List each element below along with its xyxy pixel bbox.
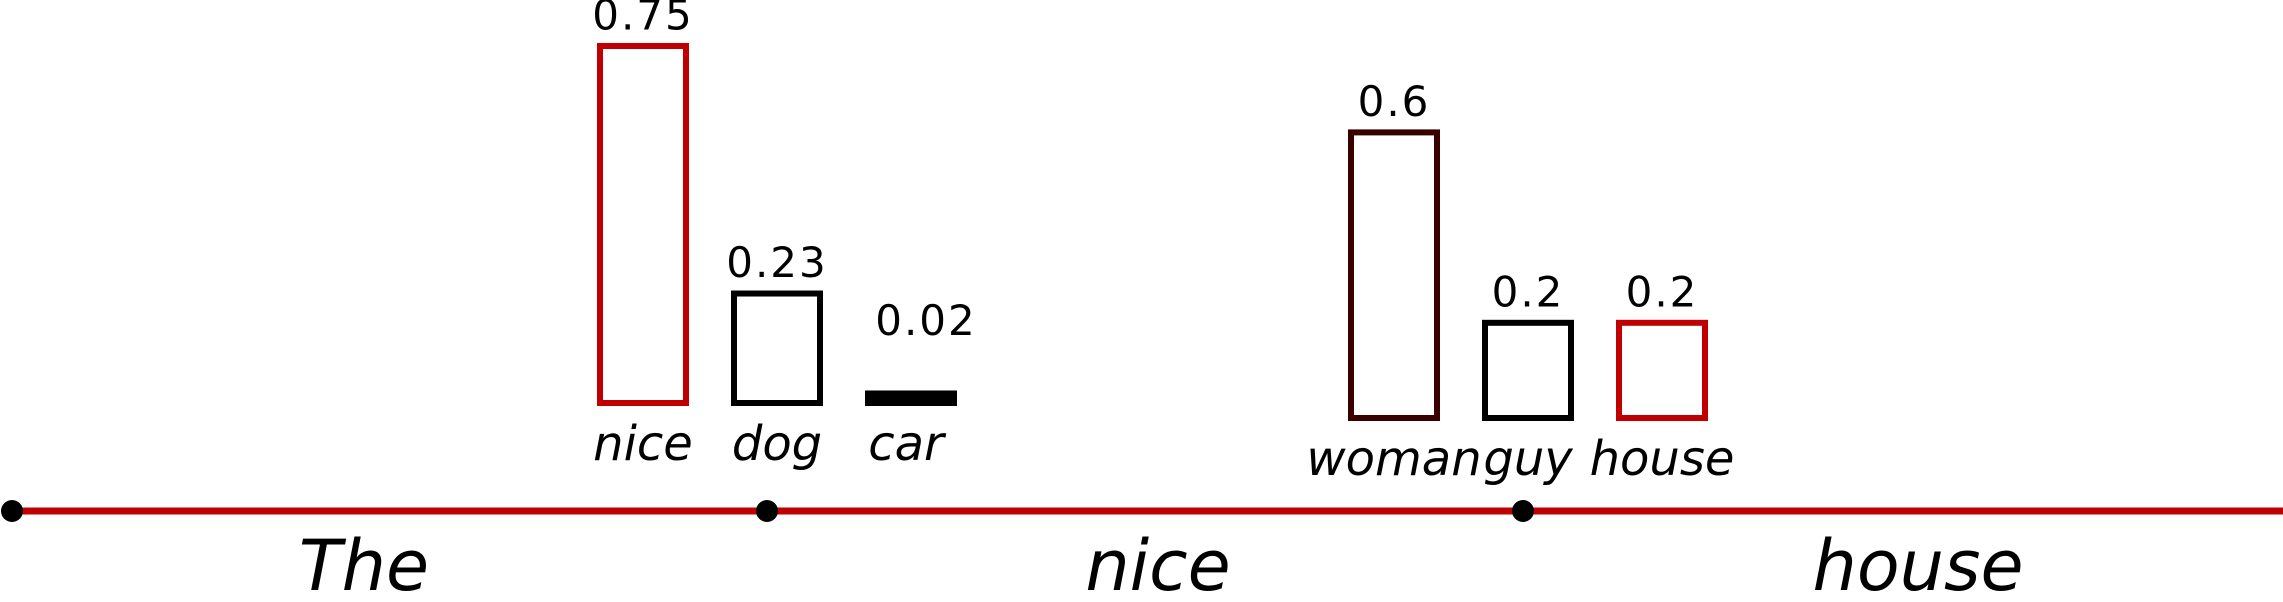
probability-label: 0.2 — [1626, 267, 1699, 316]
probability-bar — [1482, 319, 1574, 421]
timeline-dot — [756, 500, 778, 522]
timeline-dot — [1, 500, 23, 522]
candidate-word: dog — [732, 416, 822, 472]
probability-label: 0.23 — [726, 238, 828, 287]
token: house — [1812, 525, 2023, 602]
probability-bar — [865, 390, 957, 407]
probability-label: 0.6 — [1358, 77, 1431, 126]
candidate-word: car — [868, 416, 947, 472]
probability-bar — [1616, 319, 1708, 421]
timeline-dot — [1512, 500, 1534, 522]
probability-label: 0.2 — [1492, 267, 1565, 316]
probability-bar — [731, 290, 823, 406]
candidate-word: guy — [1483, 431, 1573, 487]
candidate-word: woman — [1306, 431, 1481, 487]
candidate-word: nice — [593, 416, 693, 472]
candidate-word: house — [1590, 431, 1735, 487]
token: The — [299, 525, 429, 602]
probability-label: 0.02 — [875, 296, 977, 345]
token: nice — [1085, 525, 1230, 602]
probability-bar — [597, 43, 689, 406]
probability-label: 0.75 — [592, 0, 694, 40]
probability-bar — [1348, 129, 1440, 421]
